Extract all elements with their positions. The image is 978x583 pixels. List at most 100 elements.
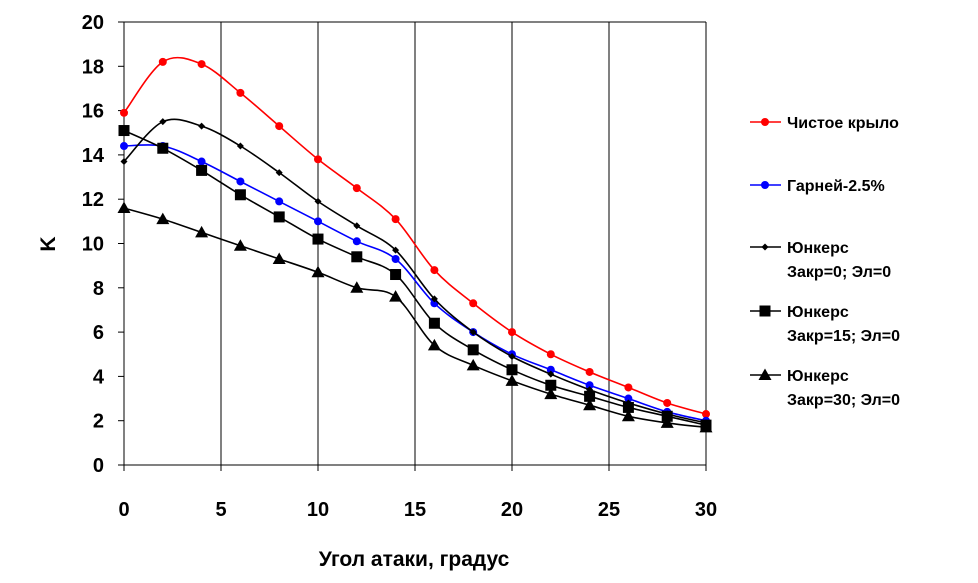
axes bbox=[118, 21, 707, 471]
legend-item-0: Чистое крыло bbox=[750, 115, 899, 132]
data-point bbox=[197, 60, 206, 69]
series-group bbox=[117, 56, 713, 433]
legend-label: Чистое крыло bbox=[787, 115, 899, 132]
y-tick-label: 0 bbox=[93, 455, 104, 477]
data-point bbox=[467, 344, 479, 356]
data-point bbox=[702, 410, 710, 419]
x-tick-label: 20 bbox=[501, 499, 523, 521]
data-point bbox=[275, 122, 284, 131]
data-point bbox=[352, 237, 361, 246]
data-point bbox=[466, 358, 480, 371]
data-point bbox=[585, 367, 594, 376]
legend-label: Закр=15; Эл=0 bbox=[787, 328, 900, 345]
x-tick-label: 5 bbox=[215, 499, 226, 521]
data-point bbox=[314, 197, 322, 205]
series-line bbox=[123, 118, 707, 424]
data-point bbox=[158, 57, 167, 66]
data-point bbox=[546, 350, 555, 359]
data-point bbox=[545, 379, 557, 391]
series-0 bbox=[120, 56, 710, 419]
data-point bbox=[314, 217, 322, 226]
y-tick-label: 10 bbox=[82, 234, 104, 256]
y-tick-label: 6 bbox=[93, 322, 104, 344]
data-point bbox=[430, 266, 439, 275]
data-point bbox=[117, 201, 131, 214]
data-point bbox=[236, 177, 245, 186]
data-point bbox=[159, 118, 167, 126]
series-line bbox=[123, 129, 707, 426]
data-point bbox=[353, 222, 361, 230]
data-point bbox=[660, 416, 674, 428]
data-point bbox=[699, 420, 713, 433]
data-point bbox=[275, 169, 283, 177]
data-point bbox=[622, 401, 634, 413]
data-point bbox=[197, 157, 206, 166]
legend-marker bbox=[761, 181, 769, 189]
data-point bbox=[506, 364, 518, 376]
data-point bbox=[275, 197, 284, 206]
data-point bbox=[547, 370, 555, 378]
data-point bbox=[390, 269, 402, 281]
data-point bbox=[120, 158, 128, 166]
x-tick-label: 10 bbox=[307, 499, 329, 521]
data-point bbox=[118, 125, 130, 137]
y-tick-label: 12 bbox=[82, 189, 104, 211]
data-point bbox=[311, 265, 325, 278]
data-point bbox=[508, 328, 516, 337]
data-point bbox=[391, 255, 400, 264]
data-point bbox=[624, 383, 633, 392]
legend-label: Гарней-2.5% bbox=[787, 178, 885, 195]
data-point bbox=[236, 142, 244, 150]
x-tick-label: 25 bbox=[598, 499, 620, 521]
legend-marker bbox=[759, 305, 771, 317]
legend-item-3: Юнкерс Закр=15; Эл=0 bbox=[750, 304, 900, 345]
data-point bbox=[196, 164, 208, 176]
data-point bbox=[583, 398, 597, 411]
x-tick-label: 30 bbox=[695, 499, 717, 521]
x-tick-label: 0 bbox=[118, 499, 129, 521]
data-point bbox=[352, 184, 361, 193]
series-line bbox=[123, 207, 707, 429]
legend-item-4: Юнкерс Закр=30; Эл=0 bbox=[750, 368, 900, 409]
legend-label: Юнкерс bbox=[787, 368, 849, 385]
data-point bbox=[508, 352, 516, 360]
legend-item-2: Юнкерс Закр=0; Эл=0 bbox=[750, 240, 891, 281]
data-point bbox=[350, 281, 364, 293]
data-point bbox=[546, 365, 555, 374]
data-point bbox=[585, 381, 594, 390]
data-point bbox=[584, 390, 596, 402]
tick-labels: 0 2 4 6 8 10 12 14 16 18 20 0 5 10 15 20 25 30 bbox=[82, 12, 717, 521]
data-point bbox=[392, 246, 400, 254]
data-point bbox=[428, 317, 440, 329]
data-point bbox=[273, 211, 285, 223]
data-point bbox=[391, 215, 400, 224]
series-line bbox=[123, 56, 707, 415]
legend-label: Юнкерс bbox=[787, 304, 849, 321]
data-point bbox=[621, 409, 635, 422]
data-point bbox=[198, 122, 206, 130]
data-point bbox=[314, 155, 322, 164]
data-point bbox=[156, 212, 170, 225]
data-point bbox=[233, 239, 247, 251]
y-tick-label: 8 bbox=[93, 278, 104, 300]
legend-marker bbox=[758, 368, 772, 380]
legend-label: Закр=30; Эл=0 bbox=[787, 392, 900, 409]
data-point bbox=[195, 225, 209, 238]
data-point bbox=[469, 328, 477, 336]
data-point bbox=[661, 410, 673, 422]
y-tick-label: 20 bbox=[82, 12, 104, 34]
data-point bbox=[469, 299, 478, 308]
legend-item-1: Гарней-2.5% bbox=[750, 178, 885, 195]
data-point bbox=[427, 338, 441, 351]
data-point bbox=[544, 387, 558, 400]
y-axis-title: K bbox=[37, 236, 60, 251]
y-tick-label: 18 bbox=[82, 56, 104, 78]
y-tick-label: 14 bbox=[82, 145, 105, 167]
legend-label: Юнкерс bbox=[787, 240, 849, 257]
y-tick-label: 2 bbox=[93, 411, 104, 433]
data-point bbox=[234, 189, 246, 201]
legend-marker bbox=[761, 243, 769, 251]
data-point bbox=[157, 142, 169, 154]
data-point bbox=[312, 233, 324, 245]
